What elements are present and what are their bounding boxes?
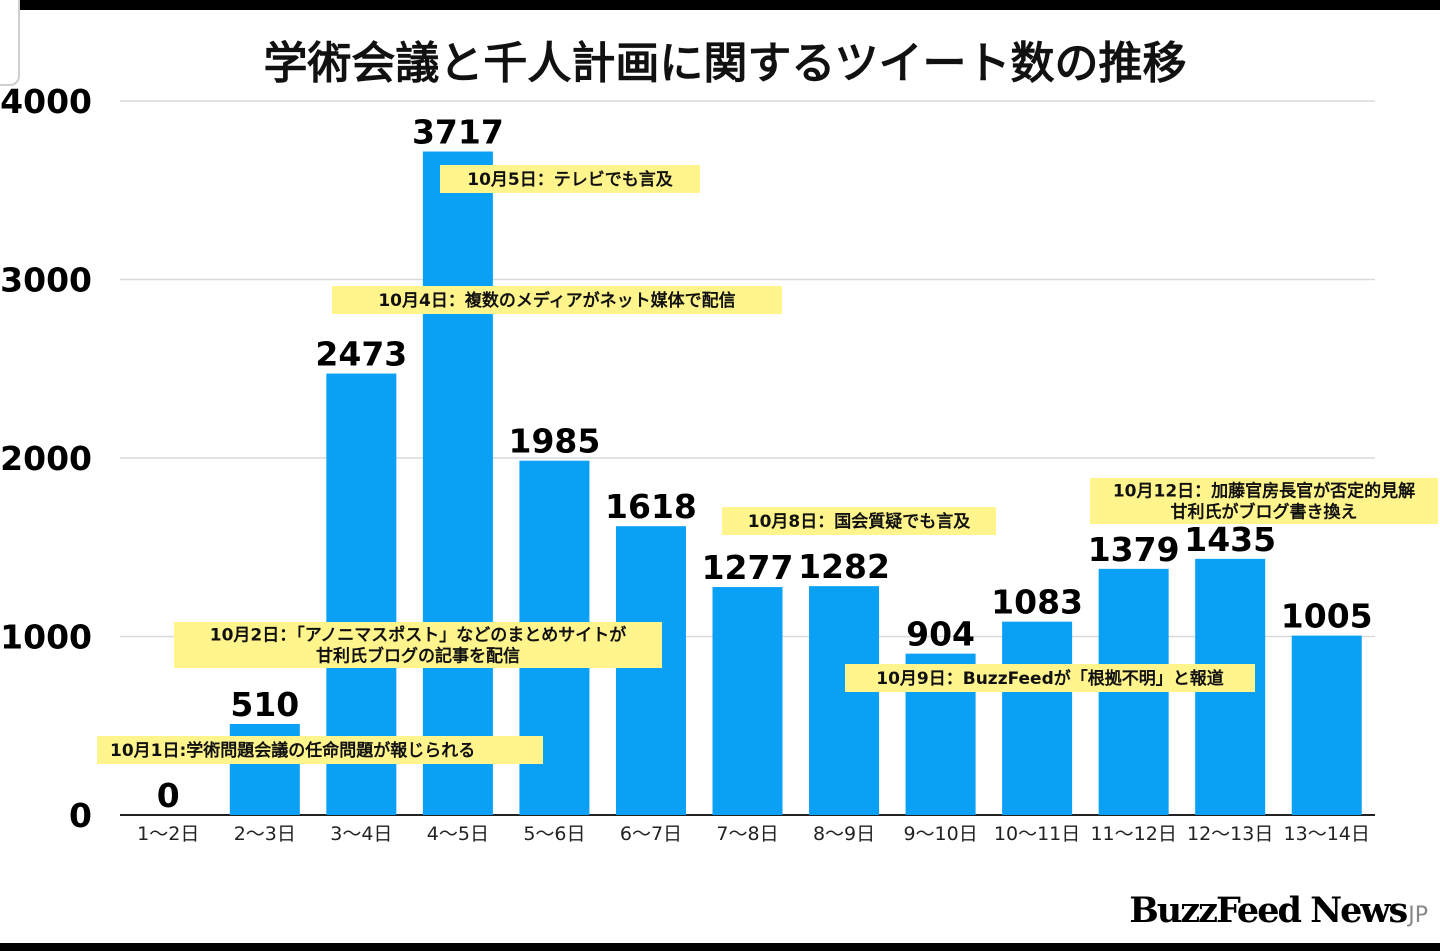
annotation-box (845, 664, 1255, 692)
annotation-text: 10月9日：BuzzFeedが「根拠不明」と報道 (876, 668, 1224, 689)
value-label: 1618 (605, 487, 697, 526)
bar (809, 586, 880, 815)
value-label: 1435 (1184, 520, 1276, 559)
y-tick-label: 0 (69, 796, 92, 835)
annotation: 10月8日：国会質疑でも言及 (722, 507, 996, 535)
x-tick-label: 5〜6日 (523, 823, 585, 845)
annotation-box (332, 286, 782, 314)
annotation-text: 10月5日：テレビでも言及 (467, 169, 673, 190)
y-tick-label: 3000 (0, 261, 92, 300)
x-tick-label: 8〜9日 (813, 823, 875, 845)
value-label: 1985 (508, 422, 600, 461)
y-tick-label: 4000 (0, 82, 92, 121)
x-tick-label: 13〜14日 (1284, 823, 1370, 845)
value-label: 3717 (412, 113, 504, 152)
annotation-box (174, 622, 662, 668)
y-tick-label: 1000 (0, 618, 92, 657)
annotation-text: 10月1日:学術問題会議の任命問題が報じられる (110, 740, 475, 761)
annotation: 10月9日：BuzzFeedが「根拠不明」と報道 (845, 664, 1255, 692)
annotation-text: 甘利氏ブログの記事を配信 (316, 646, 520, 667)
top-frame-bar (0, 0, 1440, 10)
annotation-box (440, 165, 700, 193)
x-tick-label: 12〜13日 (1187, 823, 1273, 845)
annotation-box (1090, 478, 1438, 524)
x-tick-label: 4〜5日 (427, 823, 489, 845)
annotation-text: 10月8日：国会質疑でも言及 (748, 511, 971, 532)
x-tick-label: 9〜10日 (903, 823, 977, 845)
logo-brand: BuzzFeed News (1129, 890, 1408, 931)
x-tick-label: 11〜12日 (1090, 823, 1176, 845)
x-tick-label: 3〜4日 (330, 823, 392, 845)
x-axis-ticks: 1〜2日 2〜3日 3〜4日 4〜5日 5〜6日 6〜7日 7〜8日 8〜9日 9〜10日 10〜… (137, 823, 1370, 845)
logo-suffix: JP (1408, 903, 1428, 928)
value-label: 510 (230, 685, 299, 724)
x-tick-label: 2〜3日 (234, 823, 296, 845)
value-label: 1277 (702, 548, 794, 587)
chart-title: 学術会議と千人計画に関するツイート数の推移 (263, 38, 1186, 89)
annotations: 10月1日:学術問題会議の任命問題が報じられる 10月2日：「アノニマスポスト」な… (97, 165, 1438, 764)
annotation-text: 10月2日：「アノニマスポスト」などのまとめサイトが (210, 625, 626, 646)
window-corner (0, 0, 20, 86)
value-label: 1083 (991, 583, 1083, 622)
annotation: 10月5日：テレビでも言及 (440, 165, 700, 193)
annotation: 10月4日：複数のメディアがネット媒体で配信 (332, 286, 782, 314)
annotation-text: 10月4日：複数のメディアがネット媒体で配信 (378, 290, 735, 311)
x-tick-label: 6〜7日 (620, 823, 682, 845)
value-label: 904 (906, 615, 975, 654)
x-tick-label: 10〜11日 (994, 823, 1080, 845)
annotation-text: 甘利氏がブログ書き換え (1171, 502, 1358, 523)
bar (1002, 621, 1073, 815)
annotation: 10月1日:学術問題会議の任命問題が報じられる (97, 736, 543, 764)
buzzfeed-news-logo: BuzzFeed NewsJP (1129, 890, 1428, 931)
value-label: 1282 (798, 547, 890, 586)
y-tick-label: 2000 (0, 439, 92, 478)
value-label: 2473 (315, 335, 407, 374)
value-label: 0 (157, 776, 180, 815)
bar (1291, 635, 1362, 815)
annotation-box (97, 736, 543, 764)
bottom-frame-bar (0, 943, 1440, 951)
annotation-text: 10月12日：加藤官房長官が否定的見解 (1113, 481, 1415, 502)
x-tick-label: 1〜2日 (137, 823, 199, 845)
bar (422, 151, 493, 815)
value-label: 1005 (1281, 597, 1373, 636)
bar (712, 587, 783, 815)
value-label: 1379 (1088, 530, 1180, 569)
bar (615, 526, 686, 815)
x-tick-label: 7〜8日 (716, 823, 778, 845)
annotation-box (722, 507, 996, 535)
y-axis-ticks: 0 1000 2000 3000 4000 (0, 82, 92, 835)
